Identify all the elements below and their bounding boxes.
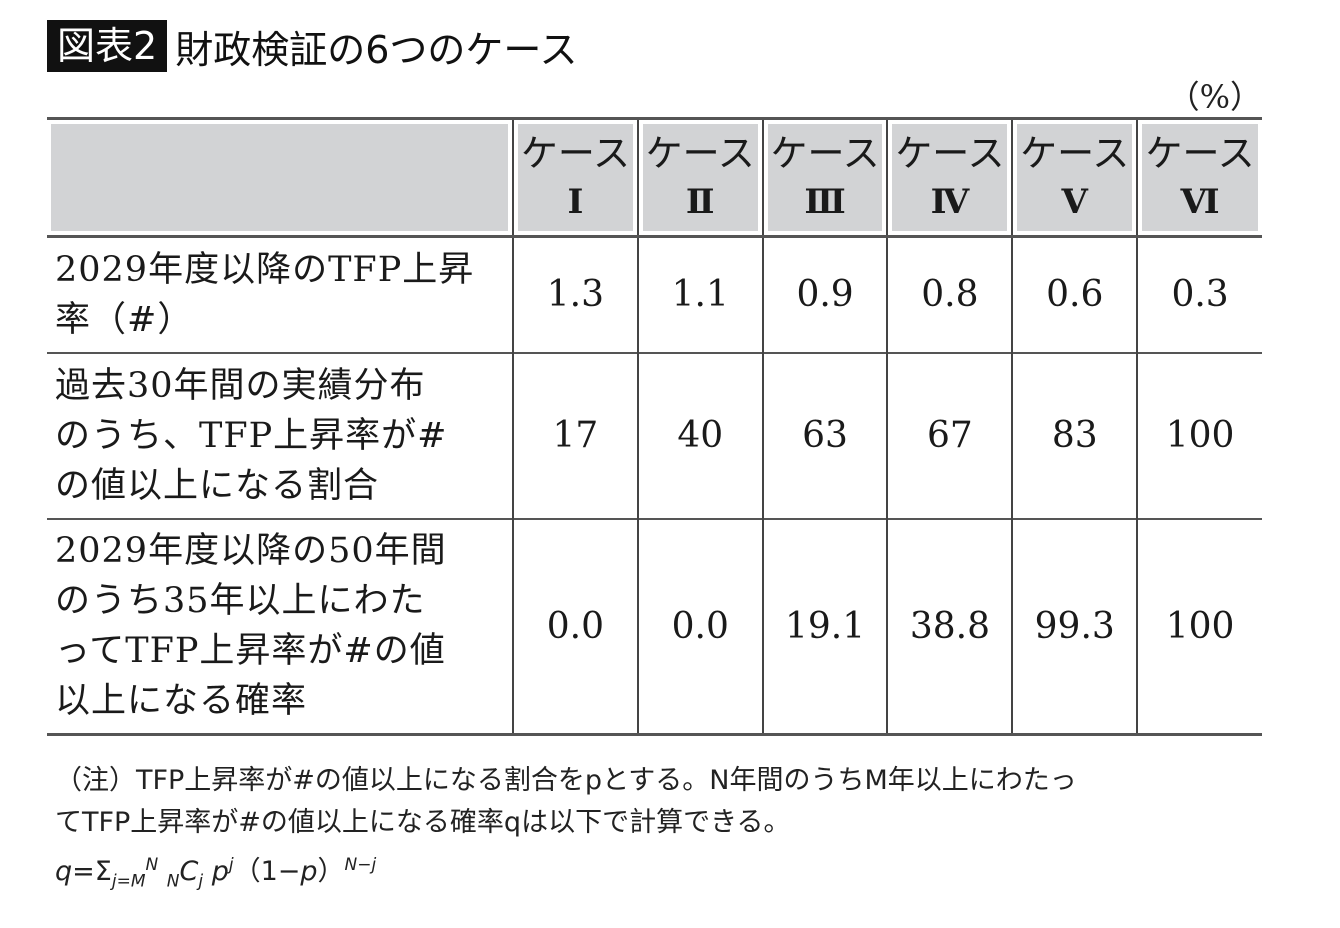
row-label-line: の値以上になる割合 [55,465,380,506]
figure-title-text: 財政検証の6つのケース [175,27,578,72]
column-header-case-3: ケース Ⅲ [761,118,888,237]
column-roman: Ⅵ [1180,181,1220,222]
row-label: 過去30年間の実績分布 のうち、TFP上昇率が# の値以上になる割合 [47,353,513,519]
column-roman: Ⅳ [930,181,970,222]
header-blank [47,119,513,237]
notes: （注）TFP上昇率が#の値以上になる割合をpとする。N年間のうちM年以上にわたっ… [55,760,1275,902]
table-cell: 1.3 [512,236,638,353]
table-cell: 100 [1136,352,1262,519]
unit-label: （%） [1167,78,1262,116]
cases-table: ケース Ⅰ ケース Ⅱ ケース Ⅲ ケース Ⅳ ケース Ⅴ ケース Ⅵ 2029年度以降のTFP上昇率… [47,117,1262,736]
note-line-2: てTFP上昇率が#の値以上になる確率qは以下で計算できる。 [55,807,791,838]
row-label-line: のうち、TFP上昇率が# [55,415,448,456]
row-label-line: のうち35年以上にわた [55,581,426,622]
table-cell: 99.3 [1011,518,1138,735]
column-roman: Ⅴ [1061,181,1088,222]
row-label: 2029年度以降の50年間 のうち35年以上にわた ってTFP上昇率が#の値 以上にな… [47,519,513,735]
column-header-case-6: ケース Ⅵ [1136,118,1262,237]
column-roman: Ⅰ [567,181,584,222]
row-label-line: 2029年度以降の50年間 [55,531,447,572]
row-label-line: 過去30年間の実績分布 [55,365,426,406]
row-label: 2029年度以降のTFP上昇 率（#） [47,237,513,353]
table-cell: 67 [886,352,1013,519]
table-cell: 0.3 [1136,236,1262,353]
column-header-case-4: ケース Ⅳ [886,118,1013,237]
column-label: ケース [645,131,755,175]
table-row: 2029年度以降のTFP上昇 率（#） 1.3 1.1 0.9 0.8 0.6 0.3 [47,236,1262,353]
column-label: ケース [895,131,1005,175]
column-header-case-5: ケース Ⅴ [1011,118,1138,237]
row-label-line: 率（#） [55,299,194,340]
table-row: 過去30年間の実績分布 のうち、TFP上昇率が# の値以上になる割合 17 40 63 67… [47,352,1262,519]
table-cell: 38.8 [886,518,1013,735]
table-cell: 0.0 [636,518,763,735]
column-roman: Ⅱ [685,181,715,222]
row-label-line: ってTFP上昇率が#の値 [55,631,446,672]
column-label: ケース [1020,131,1130,175]
row-label-line: 以上になる確率 [55,681,308,722]
note-formula: q=Σj=MN NCj pj（1−p）N−j [55,855,377,892]
table-cell: 63 [761,352,888,519]
table-cell: 83 [1011,352,1138,519]
column-header-case-2: ケース Ⅱ [636,118,763,237]
table-cell: 19.1 [761,518,888,735]
column-label: ケース [1145,131,1255,175]
table-cell: 17 [512,352,638,519]
note-line-1: （注）TFP上昇率が#の値以上になる割合をpとする。N年間のうちM年以上にわたっ [55,765,1077,796]
table-cell: 0.6 [1011,236,1138,353]
column-header-case-1: ケース Ⅰ [512,118,638,237]
column-roman: Ⅲ [804,181,846,222]
column-label: ケース [770,131,880,175]
figure-number-badge: 図表2 [47,20,168,72]
table-cell: 40 [636,352,763,519]
table-cell: 0.0 [512,518,638,735]
table-row: 2029年度以降の50年間 のうち35年以上にわた ってTFP上昇率が#の値 以上にな… [47,518,1262,735]
table-cell: 0.8 [886,236,1013,353]
row-label-line: 2029年度以降のTFP上昇 [55,249,475,290]
header-row: ケース Ⅰ ケース Ⅱ ケース Ⅲ ケース Ⅳ ケース Ⅴ ケース Ⅵ [47,118,1262,237]
table-cell: 0.9 [761,236,888,353]
table-cell: 1.1 [636,236,763,353]
figure-title: 図表2 財政検証の6つのケース [47,20,577,72]
table-cell: 100 [1136,518,1262,735]
column-label: ケース [520,131,630,175]
